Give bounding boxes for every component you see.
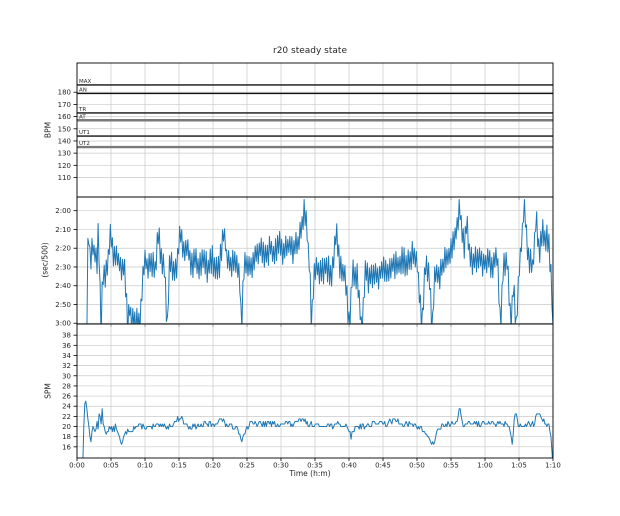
- y-axis-label-pace: (sec/500): [40, 242, 50, 278]
- zone-label-ut2: UT2: [79, 141, 90, 147]
- panel-stroke-rate: 16 18 20 22 24 26 28 30 32 34 36 38: [62, 323, 554, 461]
- zone-label-ut1: UT1: [79, 130, 90, 136]
- y-tick-label: 2:20: [55, 245, 71, 253]
- zone-label-at: AT: [79, 114, 86, 120]
- x-tick-label: 0:50: [409, 462, 425, 470]
- chart-title: r20 steady state: [273, 46, 347, 56]
- x-tick-label: 1:00: [477, 462, 493, 470]
- y-axis-label-spm: SPM: [43, 383, 53, 399]
- y-tick-label: 140: [58, 137, 71, 145]
- y-tick-label: 150: [58, 125, 71, 133]
- x-tick-label: 0:05: [103, 462, 119, 470]
- y-tick-label: 38: [62, 332, 71, 340]
- x-tick-label: 0:20: [205, 462, 221, 470]
- y-tick-label: 2:50: [55, 301, 71, 309]
- pace-series-line: [86, 198, 553, 324]
- x-tick-label: 0:10: [137, 462, 153, 470]
- x-tick-label: 0:40: [341, 462, 357, 470]
- y-tick-label: 130: [58, 150, 71, 158]
- y-tick-label: 18: [62, 433, 71, 441]
- x-tick-label: 0:15: [171, 462, 187, 470]
- stroke-rate-series-line: [82, 400, 553, 458]
- y-tick-label: 110: [58, 174, 71, 182]
- y-tick-label: 20: [62, 423, 71, 431]
- x-tick-label: 1:10: [545, 462, 561, 470]
- x-tick-label: 1:05: [511, 462, 527, 470]
- x-tick-label: 0:25: [239, 462, 255, 470]
- x-axis-label: Time (h:m): [289, 469, 331, 478]
- y-tick-label: 30: [62, 372, 71, 380]
- y-tick-label: 24: [62, 403, 71, 411]
- y-tick-label: 2:10: [55, 226, 71, 234]
- x-tick-label: 0:35: [307, 462, 323, 470]
- y-tick-label: 120: [58, 162, 71, 170]
- y-tick-label: 26: [62, 393, 71, 401]
- y-tick-label: 16: [62, 443, 71, 451]
- y-tick-label: 34: [62, 352, 71, 360]
- y-tick-label: 2:00: [55, 207, 71, 215]
- y-tick-label: 22: [62, 413, 71, 421]
- y-tick-label: 160: [58, 113, 71, 121]
- y-tick-label: 2:30: [55, 263, 71, 271]
- x-tick-label: 0:30: [273, 462, 289, 470]
- y-tick-label: 180: [58, 89, 71, 97]
- x-tick-label: 0:45: [375, 462, 391, 470]
- y-tick-label: 36: [62, 342, 71, 350]
- y-tick-label: 170: [58, 101, 71, 109]
- zone-label-an: AN: [79, 87, 87, 93]
- panel-pace: 2:00 2:10 2:20 2:30 2:40 2:50 3:00: [55, 196, 554, 328]
- y-tick-label: 28: [62, 382, 71, 390]
- x-tick-label: 0:00: [69, 462, 85, 470]
- x-tick-label: 0:55: [443, 462, 459, 470]
- y-axis-label-bpm: BPM: [43, 121, 53, 139]
- zone-label-max: MAX: [79, 79, 92, 85]
- y-tick-label: 2:40: [55, 282, 71, 290]
- y-tick-label: 32: [62, 362, 71, 370]
- zone-label-tr: TR: [78, 107, 86, 113]
- y-tick-label: 3:00: [55, 320, 71, 328]
